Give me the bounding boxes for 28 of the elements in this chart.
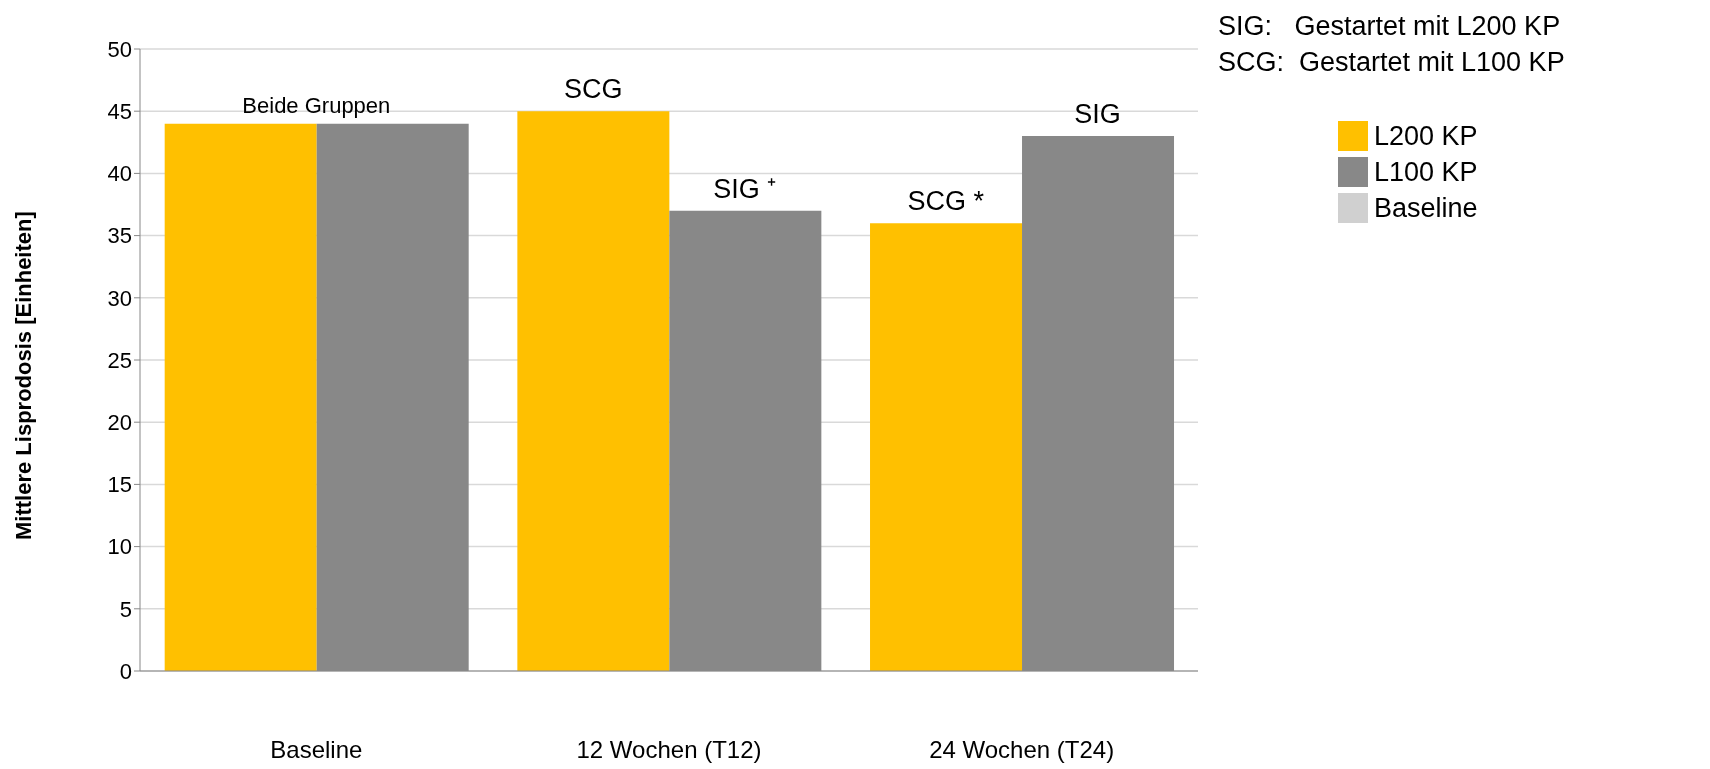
y-tick-label: 10 — [107, 534, 132, 560]
annotation: SIG ⁺ — [713, 173, 777, 205]
x-tick-label: Baseline — [270, 736, 363, 764]
y-tick-label: 0 — [119, 658, 132, 684]
x-tick-label: 12 Wochen (T12) — [576, 736, 762, 764]
legend-label: L100 KP — [1374, 156, 1478, 189]
y-tick-label: 50 — [107, 36, 132, 62]
y-tick-label: 25 — [107, 347, 132, 373]
y-tick-label: 45 — [107, 99, 132, 125]
annotation: SIG — [1074, 99, 1121, 130]
bar — [870, 223, 1023, 671]
y-tick-label: 20 — [107, 410, 132, 436]
annotation: SCG * — [907, 186, 985, 217]
text: SIG: Gestartet mit L200 KP — [1218, 10, 1562, 43]
y-tick-label: 15 — [107, 472, 132, 498]
x-tick-label: 24 Wochen (T24) — [929, 736, 1115, 764]
y-tick-label: 5 — [119, 596, 132, 622]
y-tick-label: 30 — [107, 285, 132, 311]
legend-label: Baseline — [1374, 192, 1478, 225]
annotation: SCG — [563, 74, 623, 105]
bar — [164, 123, 317, 671]
legend-label: L200 KP — [1374, 120, 1478, 153]
bar — [517, 111, 670, 671]
y-axis-title: Mittlere Lisprodosis [Einheiten] — [10, 211, 36, 540]
text: SCG: Gestartet mit L100 KP — [1218, 46, 1565, 79]
annotation: Beide Gruppen — [242, 92, 391, 118]
y-tick-label: 40 — [107, 161, 132, 187]
y-tick-label: 35 — [107, 223, 132, 249]
